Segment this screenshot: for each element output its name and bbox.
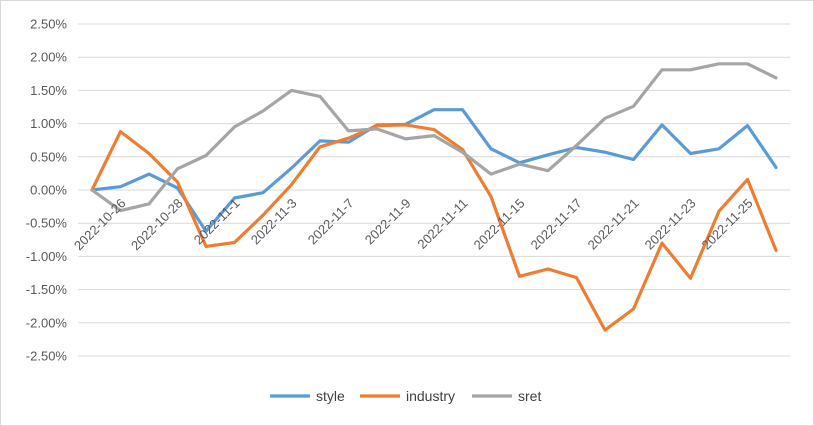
x-tick-label: 2022-11-15 <box>471 196 528 253</box>
x-tick-label: 2022-11-7 <box>305 196 357 248</box>
y-tick-label: 0.50% <box>30 149 67 164</box>
legend-label: style <box>316 388 345 404</box>
y-tick-label: -0.50% <box>26 216 68 231</box>
y-tick-label: 1.00% <box>30 116 67 131</box>
gridlines <box>78 23 790 357</box>
x-tick-label: 2022-11-17 <box>528 196 585 253</box>
y-tick-label: -2.00% <box>26 315 68 330</box>
x-tick-label: 2022-10-28 <box>128 196 186 254</box>
y-tick-label: -1.50% <box>26 282 68 297</box>
y-tick-label: -1.00% <box>26 249 68 264</box>
legend-item-style: style <box>270 388 345 404</box>
y-tick-label: 2.00% <box>30 50 67 65</box>
y-tick-label: 0.00% <box>30 183 67 198</box>
y-tick-label: -2.50% <box>26 349 68 364</box>
y-tick-label: 1.50% <box>30 83 67 98</box>
series-lines <box>90 62 778 332</box>
y-tick-label: 2.50% <box>30 17 67 32</box>
y-axis: 2.50% 2.00% 1.50% 1.00% 0.50% 0.00% -0.50% -1.0… <box>26 17 68 364</box>
x-tick-label: 2022-10-26 <box>71 196 129 254</box>
x-axis: 2022-10-26 2022-10-28 2022-11-1 2022-11-3 20… <box>71 196 756 254</box>
legend-item-industry: industry <box>360 388 455 404</box>
series-line-sret <box>90 62 778 213</box>
legend-label: industry <box>406 388 455 404</box>
series-line-style <box>90 108 778 233</box>
legend-label: sret <box>518 388 541 404</box>
x-tick-label: 2022-11-9 <box>362 196 414 248</box>
series-line-industry <box>90 123 778 332</box>
legend-item-sret: sret <box>472 388 541 404</box>
x-tick-label: 2022-11-23 <box>642 196 699 253</box>
x-tick-label: 2022-11-21 <box>585 196 642 253</box>
legend: style industry sret <box>270 388 541 404</box>
